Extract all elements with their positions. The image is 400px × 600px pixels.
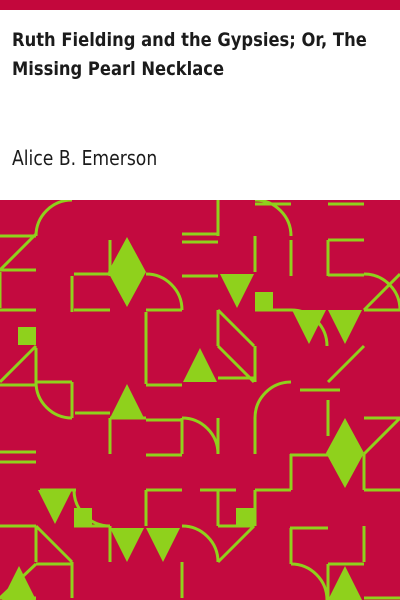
pattern-shapes <box>2 237 364 600</box>
top-accent-bar <box>0 0 400 10</box>
pattern-background <box>0 200 400 600</box>
book-title: Ruth Fielding and the Gypsies; Or, The M… <box>12 29 367 80</box>
geometric-pattern-icon <box>0 200 400 600</box>
book-author: Alice B. Emerson <box>12 146 158 170</box>
